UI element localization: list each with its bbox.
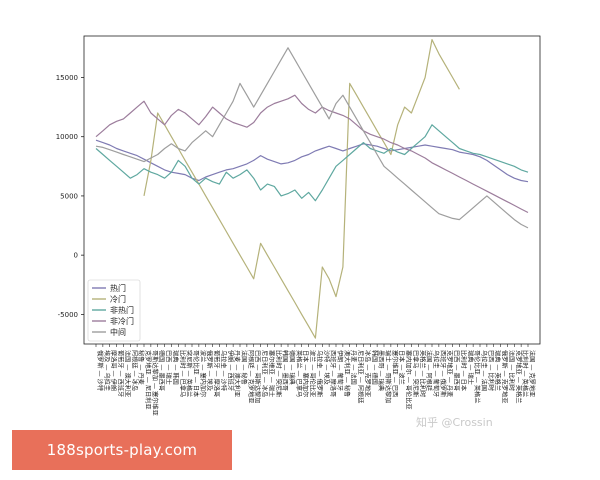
x-tick-label: 塞尔维亚 — 巴西 bbox=[391, 350, 399, 397]
x-tick-label: 瑞士 — 哥斯达黎加 bbox=[384, 350, 392, 403]
x-tick-label: 巴西 — 比利时 bbox=[487, 350, 495, 391]
x-tick-label: 法国 — 秘鲁 bbox=[240, 350, 248, 385]
x-tick-label: 沙特 — 埃及 bbox=[322, 350, 330, 385]
x-tick-label: 克罗地亚 — 尼日利亚 bbox=[144, 350, 152, 410]
x-tick-label: 瑞典 — 韩国 bbox=[171, 350, 179, 385]
x-tick-label: 克罗地亚 — 英格兰 bbox=[514, 350, 522, 403]
x-tick-label: 葡萄牙 — 摩洛哥 bbox=[213, 350, 221, 397]
x-tick-label: 韩国 — 墨西哥 bbox=[281, 350, 289, 391]
x-tick-label: 突尼斯 — 英格兰 bbox=[185, 350, 193, 397]
x-tick-label: 法国 — 克罗地亚 bbox=[528, 350, 536, 397]
x-tick-label: 乌拉圭 — 沙特 bbox=[219, 350, 227, 391]
x-tick-label: 西班牙 — 摩洛哥 bbox=[329, 350, 337, 397]
x-tick-label: 丹麦 — 澳大利亚 bbox=[233, 350, 241, 397]
x-tick-label: 墨西哥 — 瑞典 bbox=[377, 350, 385, 391]
x-tick-label: 瑞典 — 英格兰 bbox=[494, 350, 502, 391]
x-tick-label: 英格兰 — 比利时 bbox=[418, 350, 426, 397]
x-tick-label: 摩洛哥 — 伊朗 bbox=[110, 350, 118, 391]
x-tick-label: 英格兰 — 巴拿马 bbox=[295, 350, 303, 397]
y-tick-label: 15000 bbox=[56, 74, 78, 82]
x-tick-label: 阿根廷 — 冰岛 bbox=[130, 350, 138, 391]
x-tick-label: 俄罗斯 — 克罗地亚 bbox=[501, 350, 509, 403]
x-tick-label: 比利时 — 英格兰 bbox=[521, 350, 529, 397]
series-line-4 bbox=[95, 94, 529, 214]
x-tick-label: 丹麦 — 法国 bbox=[350, 350, 358, 385]
x-tick-label: 日本 — 波兰 bbox=[398, 350, 406, 385]
x-tick-label: 伊朗 — 西班牙 bbox=[226, 350, 234, 391]
x-tick-label: 巴拿马 — 突尼斯 bbox=[411, 350, 419, 397]
x-tick-label: 澳大利亚 — 秘鲁 bbox=[343, 350, 351, 397]
x-tick-label: 波兰 — 塞内加尔 bbox=[199, 350, 207, 397]
x-tick-label: 哥伦比亚 — 英格兰 bbox=[473, 350, 481, 403]
x-tick-label: 比利时 — 日本 bbox=[459, 350, 467, 391]
y-tick-label: 5000 bbox=[60, 192, 78, 200]
x-tick-label: 尼日利亚 — 阿根廷 bbox=[357, 350, 365, 403]
series-line-5 bbox=[95, 47, 529, 229]
x-tick-label: 德国 — 瑞典 bbox=[288, 350, 296, 385]
x-tick-label: 塞内加尔 — 哥伦比亚 bbox=[405, 350, 413, 410]
y-tick-label: 10000 bbox=[56, 133, 78, 141]
x-tick-label: 塞尔维亚 — 瑞士 bbox=[267, 350, 275, 397]
x-tick-label: 乌拉圭 — 俄罗斯 bbox=[315, 350, 323, 397]
y-tick-label: 0 bbox=[74, 252, 78, 260]
legend-label: 冷门 bbox=[110, 294, 126, 304]
x-tick-label: 法国 — 澳大利亚 bbox=[123, 350, 131, 397]
x-tick-label: 波兰 — 哥伦比亚 bbox=[309, 350, 317, 397]
x-tick-label: 哥伦比亚 — 日本 bbox=[192, 350, 200, 397]
x-tick-label: 巴西 — 瑞士 bbox=[165, 350, 173, 385]
x-tick-label: 巴西 — 墨西哥 bbox=[453, 350, 460, 391]
legend-label: 非冷门 bbox=[110, 316, 134, 326]
plot-frame bbox=[83, 35, 541, 345]
x-tick-label: 哥斯达黎加 — 塞尔维亚 bbox=[151, 350, 159, 416]
x-tick-label: 尼日利亚 — 冰岛 bbox=[261, 350, 269, 397]
x-tick-label: 秘鲁 — 丹麦 bbox=[137, 350, 145, 385]
x-tick-label: 克罗地亚 — 丹麦 bbox=[446, 350, 454, 397]
watermark-text: 知乎 @Crossin bbox=[416, 416, 493, 429]
x-tick-label: 俄罗斯 — 埃及 bbox=[206, 350, 214, 391]
x-tick-label: 乌拉圭 — 法国 bbox=[480, 350, 488, 391]
x-tick-label: 冰岛 — 克罗地亚 bbox=[363, 350, 371, 397]
x-tick-label: 比利时 — 突尼斯 bbox=[274, 350, 282, 397]
x-tick-label: 乌拉圭 — 葡萄牙 bbox=[432, 350, 440, 397]
series-line-3 bbox=[95, 124, 529, 202]
x-tick-label: 西班牙 — 俄罗斯 bbox=[439, 350, 447, 397]
y-tick-label: -5000 bbox=[58, 311, 78, 319]
x-tick-label: 法国 — 阿根廷 bbox=[425, 350, 433, 391]
legend-label: 热门 bbox=[110, 283, 126, 293]
x-tick-label: 巴西 — 哥斯达黎加 bbox=[254, 350, 262, 403]
x-tick-label: 日本 — 塞内加尔 bbox=[302, 350, 310, 397]
x-tick-label: 法国 — 比利时 bbox=[507, 350, 515, 391]
x-tick-label: 德国 — 墨西哥 bbox=[158, 350, 166, 391]
legend-label: 非热门 bbox=[110, 305, 134, 315]
series-line-1 bbox=[95, 139, 529, 183]
x-tick-label: 韩国 — 德国 bbox=[370, 350, 378, 385]
site-banner[interactable]: 188sports-play.com bbox=[12, 430, 232, 470]
x-tick-label: 埃及 — 乌拉圭 bbox=[103, 350, 111, 391]
x-tick-label: 比利时 — 巴拿马 bbox=[178, 350, 186, 397]
x-tick-label: 俄罗斯 — 沙特 bbox=[96, 350, 104, 391]
legend-box bbox=[87, 279, 141, 342]
x-tick-label: 阿根廷 — 克罗地亚 bbox=[247, 350, 255, 403]
series-line-2 bbox=[143, 39, 460, 339]
legend-label: 中间 bbox=[110, 327, 126, 337]
x-tick-label: 瑞典 — 瑞士 bbox=[466, 350, 474, 385]
x-tick-label: 葡萄牙 — 西班牙 bbox=[117, 350, 125, 397]
x-tick-label: 伊朗 — 葡萄牙 bbox=[336, 350, 344, 391]
